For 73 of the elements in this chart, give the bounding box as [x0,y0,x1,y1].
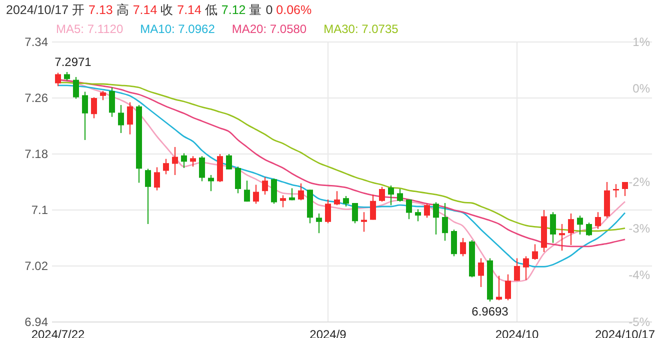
candlestick [145,168,151,224]
candlestick [262,176,268,196]
y-tick-label: 7.18 [24,146,48,161]
candlestick [271,178,277,204]
candlestick [424,203,430,218]
y-tick-label: 7.26 [24,90,48,105]
candlestick [496,275,502,301]
text: MA20: 7.0580 [232,22,307,36]
candlestick [406,199,412,220]
candlestick [361,212,367,232]
candlestick [118,104,124,134]
candlestick [172,146,178,176]
candlestick [352,202,358,224]
candlestick [532,244,538,260]
candlestick [388,185,394,206]
candlestick [73,76,79,100]
candlestick [235,166,241,194]
candlestick [478,258,484,288]
y2-tick-label: -4% [628,268,650,282]
candlestick [280,194,286,208]
text: MA10: 7.0962 [140,22,216,36]
candlestick [370,194,376,220]
y2-tick-label: -3% [628,222,650,236]
candlestick [181,152,187,168]
candlestick [622,182,628,196]
candlestick [127,102,133,135]
y-tick-label: 7.34 [24,34,48,49]
candlestick [595,212,601,230]
candlestick [190,156,196,168]
candlestick [154,166,160,191]
candlestick [523,256,529,280]
candlestick [163,158,169,175]
candlestick [433,202,439,235]
candlestick [379,186,385,202]
candlestick [451,229,457,257]
chart-title: 2024/10/17 开 7.13 高 7.14 收 7.14 低 7.12 量 0 0.06% [6,3,312,17]
y2-tick-label: 0% [632,82,650,96]
text: MA30: 7.0735 [324,22,399,36]
candlestick [442,202,448,242]
annotation: 6.9693 [472,304,509,318]
candlestick [100,90,106,101]
candlestick [199,156,205,182]
candlestick [559,224,565,252]
candlestick [550,212,556,244]
candlestick [568,213,574,246]
candlestick [244,180,250,202]
y-tick-label: 7.1 [31,202,48,217]
y-tick-label: 6.94 [24,314,48,329]
candlestick [613,184,619,198]
y-tick-label: 7.02 [24,258,48,273]
candlestick [505,274,511,301]
candlestick [298,182,304,201]
candlestick [586,222,592,236]
candlestick [514,258,520,282]
candlestick [343,196,349,207]
candlestick [460,238,466,257]
candlestick [325,199,331,224]
text: MA5: 7.1120 [56,22,124,36]
y2-tick-label: -2% [628,174,650,189]
candlestick [397,188,403,202]
candlestick [253,184,259,204]
candlestick [82,91,88,140]
candlestick [226,154,232,170]
candlestick [91,96,97,119]
candlestick [109,87,115,118]
candlestick [208,174,214,192]
y2-tick-label: 1% [632,34,650,49]
candlestick [55,72,61,87]
candlestick [334,190,340,206]
candlestick [316,213,322,234]
annotation: 7.2971 [54,55,92,70]
candlestick [577,215,583,235]
candlestick [415,208,421,222]
